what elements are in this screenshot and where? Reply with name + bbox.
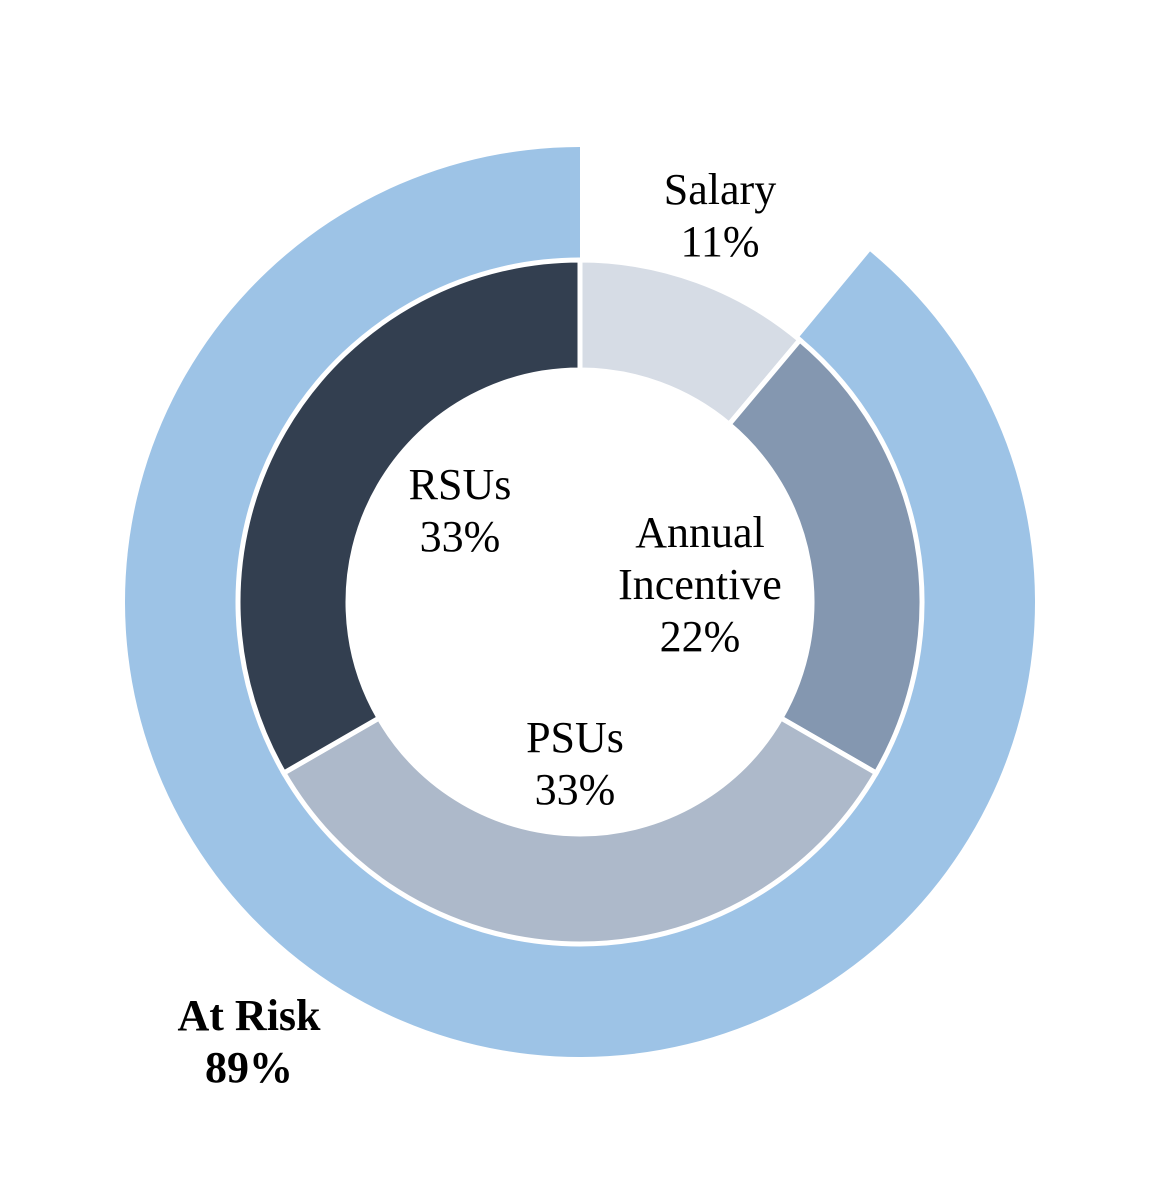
label-line: 33% bbox=[420, 512, 501, 561]
label-salary: Salary 11% bbox=[664, 165, 776, 266]
label-line: 89% bbox=[205, 1043, 293, 1092]
label-line: RSUs bbox=[409, 460, 512, 509]
label-line: Salary bbox=[664, 165, 776, 214]
label-at-risk: At Risk 89% bbox=[177, 991, 321, 1092]
label-line: Incentive bbox=[618, 560, 782, 609]
label-line: 11% bbox=[680, 217, 759, 266]
label-line: 22% bbox=[660, 612, 741, 661]
label-annual-incentive: Annual Incentive 22% bbox=[618, 508, 782, 661]
inner-ring bbox=[235, 257, 925, 947]
slice-psus bbox=[280, 714, 880, 947]
slice-annual-incentive bbox=[725, 336, 925, 777]
label-psus: PSUs 33% bbox=[526, 713, 624, 814]
label-line: PSUs bbox=[526, 713, 624, 762]
slice-rsus bbox=[235, 257, 583, 777]
label-line: Annual bbox=[635, 508, 765, 557]
label-rsus: RSUs 33% bbox=[409, 460, 512, 561]
label-line: At Risk bbox=[177, 991, 321, 1040]
label-line: 33% bbox=[535, 765, 616, 814]
slice-labels: Salary 11%Annual Incentive 22%PSUs 33%RSUs 33… bbox=[177, 165, 781, 1092]
